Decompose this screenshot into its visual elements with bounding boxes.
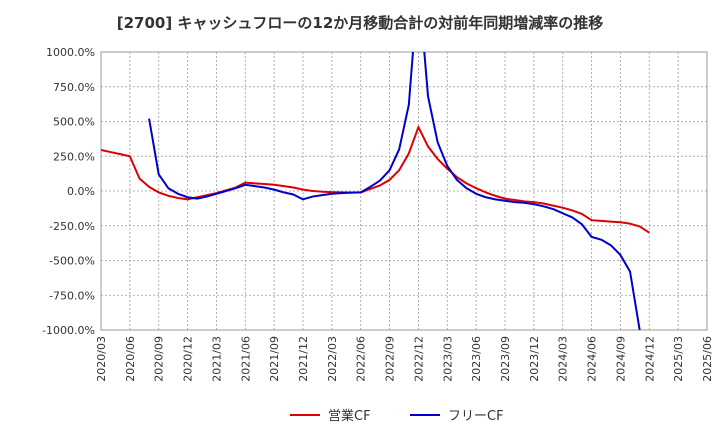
x-tick-label: 2025/03 xyxy=(672,336,685,382)
x-tick-label: 2020/03 xyxy=(95,336,108,382)
x-tick-label: 2023/09 xyxy=(499,336,512,382)
y-tick-label: 500.0% xyxy=(53,116,95,129)
x-tick-label: 2024/06 xyxy=(586,336,599,382)
x-tick-label: 2023/06 xyxy=(470,336,483,382)
x-tick-label: 2024/03 xyxy=(557,336,570,382)
series-line-2 xyxy=(148,52,641,330)
x-tick-label: 2021/03 xyxy=(210,336,223,382)
x-tick-label: 2024/09 xyxy=(614,336,627,382)
x-tick-label: 2022/12 xyxy=(412,336,425,382)
x-tick-label: 2020/09 xyxy=(153,336,166,382)
x-tick-label: 2024/12 xyxy=(643,336,656,382)
y-axis-ticks: 1000.0% 750.0% 500.0% 250.0% 0.0% -250.0% -500… xyxy=(42,46,95,337)
y-tick-label: 1000.0% xyxy=(46,46,95,59)
x-tick-label: 2021/06 xyxy=(239,336,252,382)
y-tick-label: 250.0% xyxy=(53,150,95,163)
y-tick-label: 0.0% xyxy=(67,185,95,198)
x-tick-label: 2021/12 xyxy=(297,336,310,382)
x-tick-label: 2022/03 xyxy=(326,336,339,382)
y-tick-label: -750.0% xyxy=(49,289,95,302)
y-tick-label: -1000.0% xyxy=(42,324,95,337)
y-tick-label: -500.0% xyxy=(49,255,95,268)
y-tick-label: 750.0% xyxy=(53,81,95,94)
x-tick-label: 2022/06 xyxy=(355,336,368,382)
x-axis-ticks: 2020/03 2020/06 2020/09 2020/12 2021/03 2021/… xyxy=(95,336,714,382)
x-tick-label: 2023/03 xyxy=(441,336,454,382)
legend: 営業CF フリーCF xyxy=(290,408,504,424)
series-lines xyxy=(101,52,650,330)
x-tick-label: 2020/12 xyxy=(182,336,195,382)
chart-title: [2700] キャッシュフローの12か月移動合計の対前年同期増減率の推移 xyxy=(116,14,604,32)
x-tick-label: 2022/09 xyxy=(384,336,397,382)
plot-area xyxy=(100,51,708,331)
legend-label-1: 営業CF xyxy=(328,408,371,424)
x-tick-label: 2020/06 xyxy=(124,336,137,382)
x-tick-label: 2025/06 xyxy=(701,336,714,382)
y-tick-label: -250.0% xyxy=(49,220,95,233)
x-tick-label: 2023/12 xyxy=(528,336,541,382)
x-tick-label: 2021/09 xyxy=(268,336,281,382)
legend-label-2: フリーCF xyxy=(448,409,504,424)
grid-lines xyxy=(100,51,708,331)
